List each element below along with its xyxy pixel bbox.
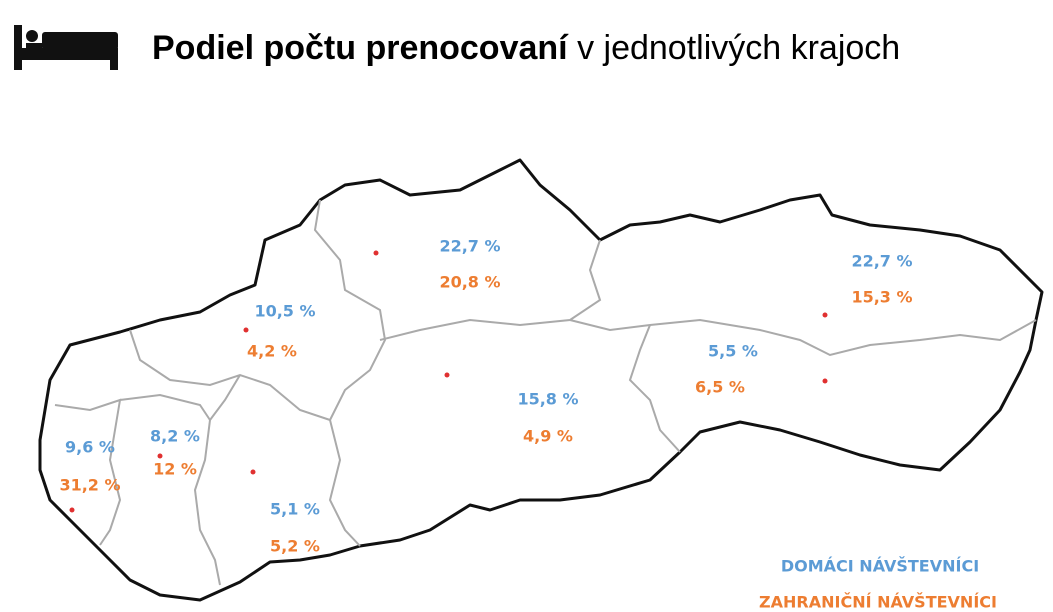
foreign-share: 6,5 % xyxy=(695,378,745,397)
region-dot xyxy=(243,327,249,333)
legend-domestic: DOMÁCI NÁVŠTEVNÍCI xyxy=(781,557,979,576)
title: Podiel počtu prenocovaní v jednotlivých … xyxy=(152,29,900,67)
domestic-share: 5,1 % xyxy=(270,500,320,519)
title-bold: Podiel počtu prenocovaní xyxy=(152,29,569,67)
country-outline xyxy=(38,158,1044,602)
domestic-share: 15,8 % xyxy=(517,390,578,409)
foreign-share: 15,3 % xyxy=(851,288,912,307)
foreign-share: 4,2 % xyxy=(247,342,297,361)
foreign-share: 5,2 % xyxy=(270,537,320,556)
bed-icon xyxy=(14,25,118,70)
legend-foreign: ZAHRANIČNÍ NÁVŠTEVNÍCI xyxy=(759,593,997,612)
domestic-share: 10,5 % xyxy=(254,302,315,321)
title-rest: v jednotlivých krajoch xyxy=(577,29,900,67)
domestic-share: 22,7 % xyxy=(851,252,912,271)
region-dot xyxy=(250,469,256,475)
domestic-share: 8,2 % xyxy=(150,427,200,446)
foreign-share: 20,8 % xyxy=(439,273,500,292)
foreign-share: 4,9 % xyxy=(523,427,573,446)
domestic-share: 5,5 % xyxy=(708,342,758,361)
domestic-share: 22,7 % xyxy=(439,237,500,256)
region-dot xyxy=(157,453,163,459)
region-borders xyxy=(54,199,1037,586)
region-dot xyxy=(444,372,450,378)
region-labels: 22,7 % 20,8 % 22,7 % 15,3 % 10,5 % 4,2 % 15,8 … xyxy=(59,237,912,556)
region-dot xyxy=(69,507,75,513)
foreign-share: 12 % xyxy=(153,460,197,479)
foreign-share: 31,2 % xyxy=(59,476,120,495)
region-dot xyxy=(373,250,379,256)
domestic-share: 9,6 % xyxy=(65,438,115,457)
region-dot xyxy=(822,312,828,318)
region-dot xyxy=(822,378,828,384)
